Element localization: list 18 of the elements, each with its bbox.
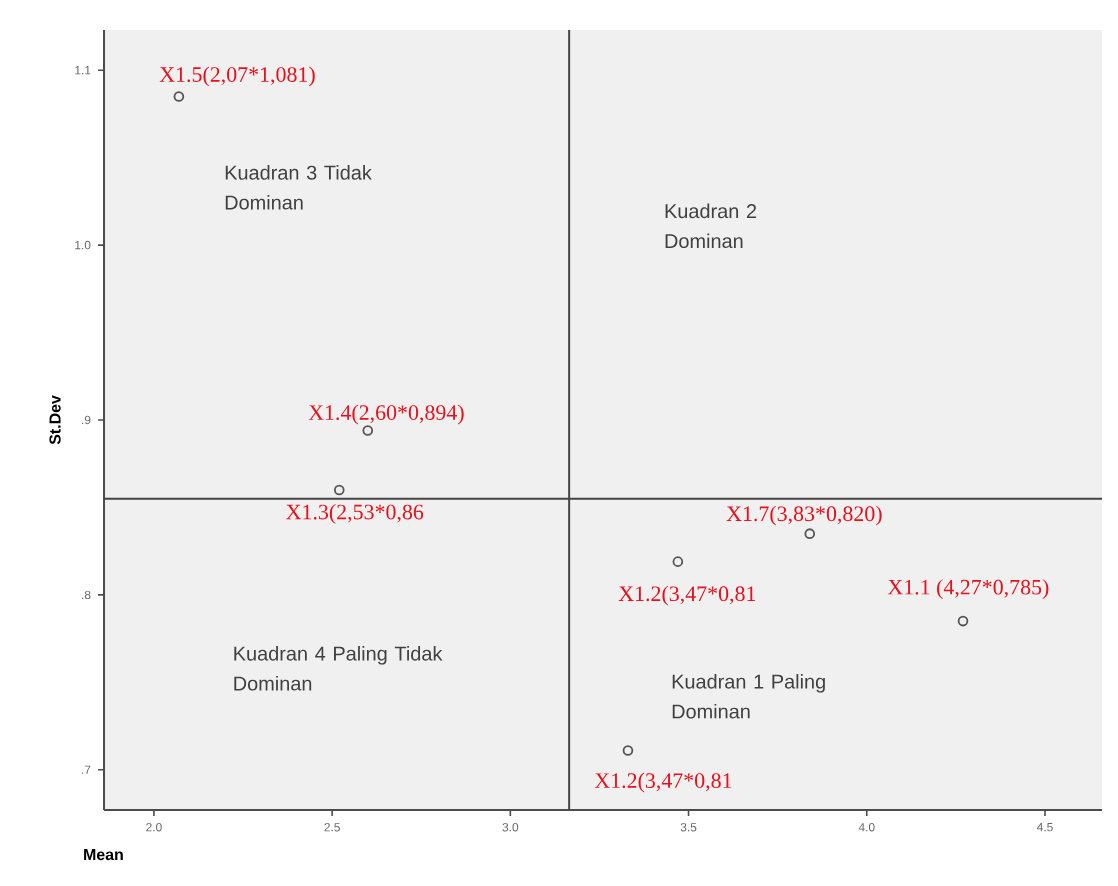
annotation: Kuadran 3 Tidak Dominan (225, 165, 372, 210)
point (957, 615, 969, 627)
point (804, 528, 816, 539)
point (173, 91, 185, 102)
annotation: X1.3(2,53*0,86 (286, 504, 424, 524)
point (672, 556, 684, 567)
annotation: Kuadran 4 Paling Tidak Dominan (234, 646, 443, 691)
annotation: X1.2(3,47*0,81 (618, 585, 756, 606)
point (362, 425, 374, 436)
annotation: Kuadran 1 Paling Dominan (672, 674, 825, 719)
annotation: X1.5(2,07*1,081) (159, 66, 315, 87)
annotation: X1.2(3,47*0,81 (594, 772, 732, 793)
annotation: X1.7(3,83*0,820) (726, 505, 882, 526)
annotation: X1.1 (4,27*0,785) (887, 579, 1049, 600)
annotation: Kuadran 2 Dominan (665, 203, 757, 249)
point (622, 745, 634, 756)
point (333, 484, 345, 496)
annotation: X1.4(2,60*0,894) (308, 404, 464, 425)
